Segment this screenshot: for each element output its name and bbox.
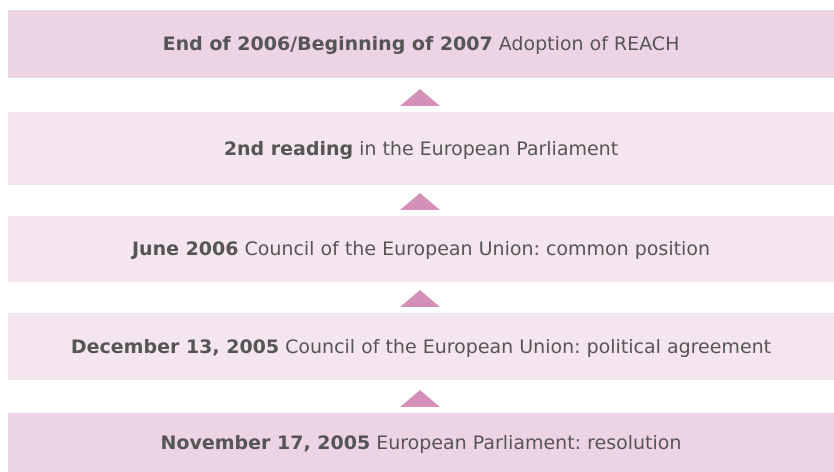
step-date: December 13, 2005 xyxy=(70,335,280,358)
step-date: June 2006 xyxy=(131,238,239,260)
step-box: November 17, 2005 European Parliament: re… xyxy=(8,413,834,472)
step-date: 2nd reading xyxy=(223,137,354,160)
arrow-up xyxy=(400,390,440,407)
step-box: June 2006 Council of the European Union: … xyxy=(8,216,834,282)
step-text: European Parliament: resolution xyxy=(376,431,682,454)
arrow-up xyxy=(400,89,440,106)
step-text: Council of the European Union: political… xyxy=(285,335,772,358)
step-date: November 17, 2005 xyxy=(160,431,371,454)
step-box: 2nd reading in the European Parliament xyxy=(8,112,834,185)
step-date: End of 2006/Beginning of 2007 xyxy=(162,33,493,55)
step-box: December 13, 2005 Council of the European… xyxy=(8,313,834,380)
arrow-up xyxy=(400,193,440,210)
step-text: Council of the European Union: common po… xyxy=(244,238,711,260)
step-text: Adoption of REACH xyxy=(498,33,680,55)
step-box: End of 2006/Beginning of 2007 Adoption of… xyxy=(8,10,834,78)
arrow-up xyxy=(400,290,440,307)
step-text: in the European Parliament xyxy=(359,137,619,160)
